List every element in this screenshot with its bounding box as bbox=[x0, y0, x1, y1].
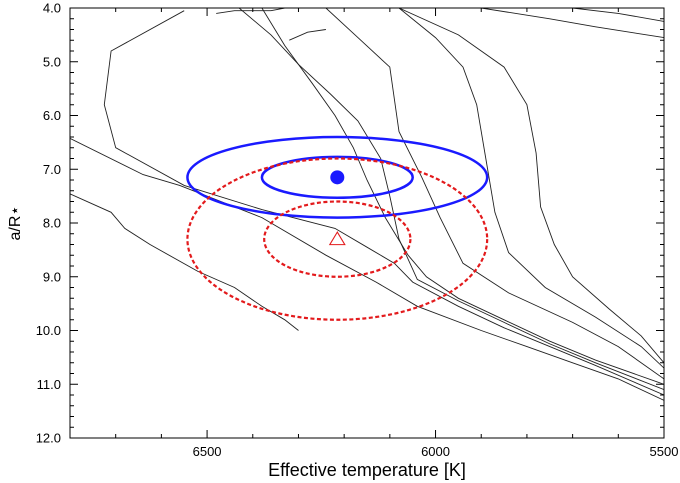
plot-frame bbox=[69, 7, 665, 439]
isochrone-line bbox=[70, 193, 299, 331]
y-tick-label: 7.0 bbox=[43, 162, 61, 177]
solid-confidence-ellipse bbox=[186, 135, 489, 219]
y-axis-label: a/R⋆ bbox=[7, 206, 24, 241]
y-tick-label: 11.0 bbox=[37, 377, 61, 392]
isochrone-tracks bbox=[70, 8, 664, 401]
isochrone-line bbox=[261, 8, 664, 385]
isochrone-line bbox=[325, 8, 664, 380]
x-tick-label: 6000 bbox=[421, 444, 450, 459]
isochrone-line bbox=[103, 10, 664, 396]
isochrone-line bbox=[289, 29, 326, 41]
y-tick-label: 12.0 bbox=[36, 431, 61, 446]
fit-markers bbox=[328, 170, 346, 246]
y-tick-label: 8.0 bbox=[43, 216, 61, 231]
x-axis-label: Effective temperature [K] bbox=[268, 460, 466, 480]
x-tick-label: 6500 bbox=[193, 444, 222, 459]
y-tick-label: 6.0 bbox=[43, 108, 61, 123]
dashed-confidence-ellipse bbox=[186, 157, 489, 321]
y-tick-label: 5.0 bbox=[43, 54, 61, 69]
dashed-best-fit-triangle bbox=[328, 231, 346, 246]
isochrone-line bbox=[238, 8, 664, 391]
isochrone-line bbox=[572, 8, 664, 22]
isochrone-line bbox=[70, 137, 664, 401]
x-tick-labels: 6500 6000 5500 bbox=[193, 444, 679, 459]
x-tick-label: 5500 bbox=[650, 444, 679, 459]
isochrone-line bbox=[216, 8, 285, 14]
y-tick-label: 10.0 bbox=[36, 323, 61, 338]
axis-ticks bbox=[69, 7, 665, 439]
y-tick-label: 9.0 bbox=[43, 269, 61, 284]
isochrone-line bbox=[481, 8, 664, 39]
isochrone-line bbox=[398, 8, 664, 369]
y-tick-label: 4.0 bbox=[43, 1, 61, 16]
dashed-confidence-ellipse bbox=[263, 200, 412, 278]
solid-confidence-ellipse bbox=[260, 155, 414, 199]
solid-best-fit-point bbox=[330, 170, 345, 185]
y-tick-labels: 4.0 5.0 6.0 7.0 8.0 9.0 10.0 11.0 12.0 bbox=[36, 1, 61, 446]
isochrone-line bbox=[398, 8, 664, 364]
fit-ellipses bbox=[186, 135, 489, 321]
